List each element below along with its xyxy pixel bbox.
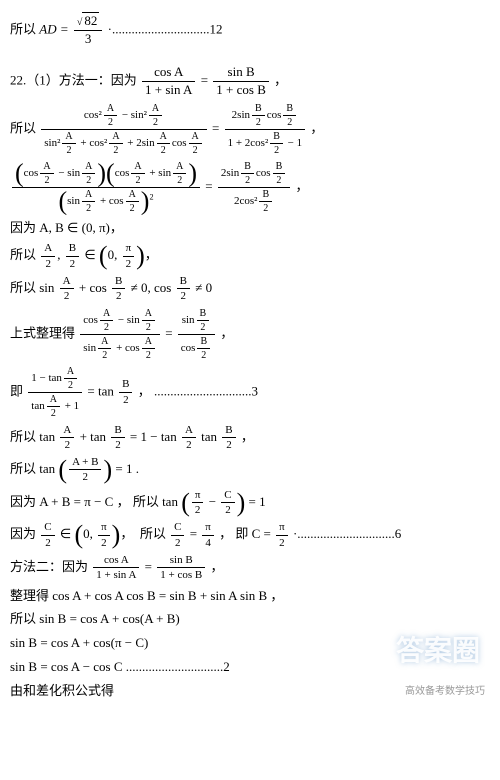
line-nonzero: 所以 sin A2 + cos B2 ≠ 0, cos B2 ≠ 0 — [10, 274, 490, 304]
fraction-rhs: 2sinB2cosB2 1 + 2cos²B2 − 1 — [225, 102, 306, 157]
dots: ·..............................12 — [108, 21, 223, 36]
line-tan-sum: 所以 tan A2 + tan B2 = 1 − tan A2 tan B2 ， — [10, 423, 490, 453]
line-so: 所以 sin B = cos A + cos(A + B) — [10, 609, 490, 630]
line-abc: 因为 A + B = π − C ， 所以 tan (π2 − C2) = 1 — [10, 488, 490, 518]
line-tan-ab: 所以 tan (A + B2) = 1 . — [10, 455, 490, 485]
line-half-domain: 所以 A2, B2 ∈ (0, π2)， — [10, 241, 490, 271]
line-tan-form: 即 1 − tanA2 tanA2 + 1 = tan B2 ， .......… — [10, 365, 490, 420]
fraction: cos A1 + sin A — [142, 64, 195, 99]
line-sinb3: sin B = cos A − cos C ..................… — [10, 657, 490, 678]
corner-text: 高效备考数学技巧 — [405, 684, 485, 700]
fraction-lhs: (cosA2 − sinA2)(cosA2 + sinA2) (sinA2 + … — [12, 160, 200, 215]
fraction: sin B1 + cos B — [213, 64, 269, 99]
line-factored: (cosA2 − sinA2)(cosA2 + sinA2) (sinA2 + … — [10, 160, 490, 215]
line-expand2: 整理得 cos A + cos A cos B = sin B + sin A … — [10, 586, 490, 607]
text: 22.（1）方法一：因为 — [10, 72, 137, 87]
line-c-solve: 因为 C2 ∈ (0, π2)， 所以 C2 = π4 ， 即 C = π2 ·… — [10, 520, 490, 550]
line-ad-result: 所以 AD = √82 3 ·.........................… — [10, 13, 490, 48]
line-expand1: 所以 cos²A2 − sin²A2 sin²A2 + cos²A2 + 2si… — [10, 102, 490, 157]
fraction: √82 3 — [74, 13, 103, 48]
fraction-rhs: 2sinB2cosB2 2cos²B2 — [218, 160, 290, 215]
line-domain-ab: 因为 A, B ∈ (0, π)， — [10, 218, 490, 239]
line-simplified: 上式整理得 cosA2 − sinA2 sinA2 + cosA2 = sinB… — [10, 307, 490, 362]
fraction-lhs: cos²A2 − sin²A2 sin²A2 + cos²A2 + 2sinA2… — [41, 102, 206, 157]
line-method2: 方法二：因为 cos A1 + sin A = sin B1 + cos B ， — [10, 553, 490, 583]
line-sinb2: sin B = cos A + cos(π − C) — [10, 633, 490, 654]
line-22-method1: 22.（1）方法一：因为 cos A1 + sin A = sin B1 + c… — [10, 64, 490, 99]
text: AD = — [39, 21, 68, 36]
text: 所以 — [10, 21, 36, 36]
